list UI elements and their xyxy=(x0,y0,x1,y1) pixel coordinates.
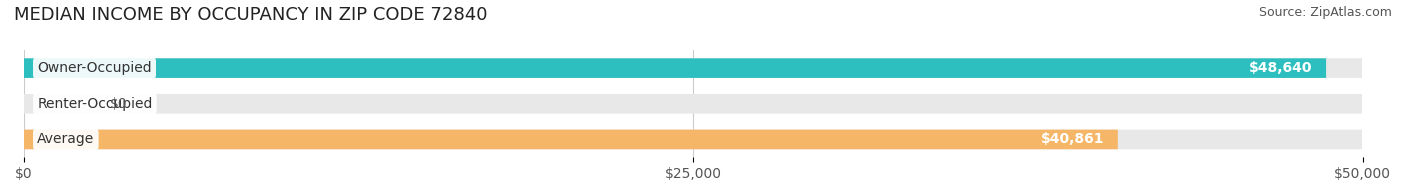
Text: $48,640: $48,640 xyxy=(1249,61,1313,75)
Text: Average: Average xyxy=(37,132,94,146)
Text: Renter-Occupied: Renter-Occupied xyxy=(37,97,153,111)
Text: MEDIAN INCOME BY OCCUPANCY IN ZIP CODE 72840: MEDIAN INCOME BY OCCUPANCY IN ZIP CODE 7… xyxy=(14,6,488,24)
FancyBboxPatch shape xyxy=(24,94,1362,114)
FancyBboxPatch shape xyxy=(24,130,1362,149)
FancyBboxPatch shape xyxy=(24,58,1326,78)
FancyBboxPatch shape xyxy=(24,58,1362,78)
FancyBboxPatch shape xyxy=(24,130,1118,149)
Text: Source: ZipAtlas.com: Source: ZipAtlas.com xyxy=(1258,6,1392,19)
Text: Owner-Occupied: Owner-Occupied xyxy=(37,61,152,75)
Text: $0: $0 xyxy=(110,97,127,111)
Text: $40,861: $40,861 xyxy=(1040,132,1105,146)
